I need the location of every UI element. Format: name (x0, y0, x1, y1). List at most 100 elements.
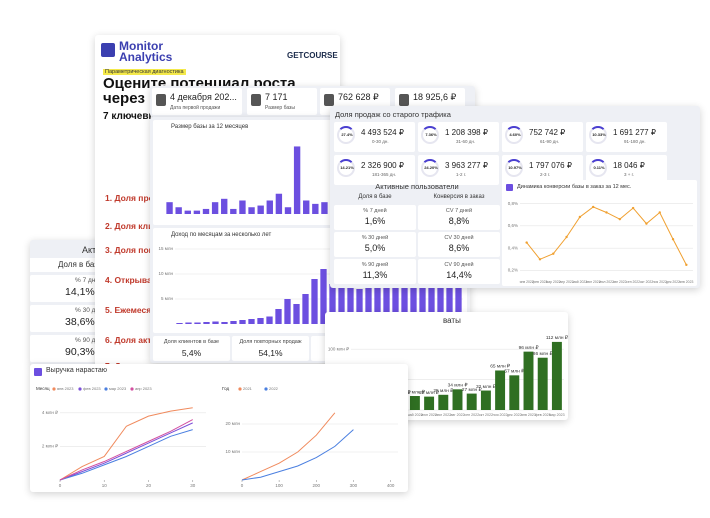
point (631, 206, 635, 210)
cell-value: 1,6% (364, 216, 386, 226)
row-value: 38,6% (65, 316, 95, 328)
table-cell: CV 7 дней 8,8% (418, 205, 500, 230)
x-tick-label: апр 2022 (560, 280, 574, 284)
summary-value: 4 декабря 202... (170, 92, 237, 102)
tile-amount: 3 963 277 ₽ (445, 161, 488, 170)
tile-amount: 1 208 398 ₽ (445, 128, 488, 137)
y-tick-label: 10 млн (226, 449, 241, 454)
x-tick-label: фев 2023 (535, 413, 551, 417)
panel-icon (34, 368, 42, 376)
y-tick-label: 15 млн (159, 246, 174, 251)
summary-icon (399, 94, 409, 106)
x-tick-label: 30 (190, 483, 196, 488)
old-traffic-panel: Доля продаж со старого трафика 27.4% 4 493… (330, 106, 700, 288)
y-tick-label: 2 млн ₽ (42, 444, 59, 449)
point (525, 241, 528, 244)
ring (337, 159, 355, 177)
chart-card: Динамика конверсии базы в заказ за 12 ме… (502, 180, 697, 286)
legend-swatch (78, 387, 82, 391)
legend-label: мар 2023 (109, 386, 127, 391)
bar (409, 396, 420, 410)
chart-box (153, 134, 333, 225)
table-title: Активные пользователи (375, 182, 459, 191)
bar (438, 394, 449, 410)
tag: Параметрическая диагностика (103, 69, 186, 75)
table-cell: % 90 дней 11,3% (334, 259, 416, 284)
cumulative-panel: Выручка нарастаю 2 млн ₽ 4 млн ₽ 0 10 20 30 Мес… (30, 364, 408, 492)
x-tick-label: окт 2022 (479, 413, 493, 417)
y-tick-label: 0,4% (508, 245, 518, 250)
chart: 10 млн 20 млн 0 100 200 300 400 Год 2021 2022 (222, 386, 398, 488)
point (618, 217, 622, 221)
summary-label: Размер базы (265, 105, 295, 111)
value-label: 23 млн ₽ (405, 389, 426, 395)
kpi-card: Доля повторных продаж 54,1% (232, 336, 309, 361)
line (526, 206, 687, 266)
bar (212, 321, 219, 324)
x-tick-label: мар 2023 (549, 413, 564, 417)
panel-title: Акт (82, 245, 97, 255)
legend-swatch (104, 387, 108, 391)
list-item: 2. Доля клиент (105, 221, 168, 231)
x-tick-label: июн 2022 (421, 413, 437, 417)
bar (392, 279, 399, 324)
legend-label: 2022 (269, 386, 279, 391)
summary-value: 762 628 ₽ (338, 92, 379, 102)
row-label: % 90 дней (75, 337, 107, 344)
tile-period: 91-180 дн. (624, 139, 646, 144)
kpi-value: 54,1% (258, 348, 283, 358)
cell-value: 14,4% (446, 270, 472, 280)
ring (421, 126, 439, 144)
cell-label: CV 7 дней (445, 208, 473, 214)
x-tick-label: 0 (59, 483, 62, 488)
x-tick-label: май 2022 (407, 413, 422, 417)
bar (374, 269, 381, 324)
partner: GETCOURSE (287, 51, 338, 60)
tile-percent: 24.20% (424, 165, 438, 170)
x-tick-label: май 2022 (573, 280, 588, 284)
y-tick-label: 4 млн ₽ (42, 410, 59, 415)
bar (239, 200, 246, 214)
row-label: % 7 дней (75, 277, 103, 284)
bar (230, 321, 237, 324)
x-tick-label: мар 2022 (546, 280, 561, 284)
chart-title: Доход по месяцам за несколько лет (171, 232, 272, 238)
legend-swatch (52, 387, 56, 391)
bar (312, 203, 319, 214)
bar (311, 279, 318, 324)
chart-box: 2 млн ₽ 4 млн ₽ 0 10 20 30 Месяц янв 2023 фев 20… (32, 384, 212, 492)
bar (202, 208, 210, 214)
table-cell: CV 90 дней 14,4% (418, 259, 500, 284)
tile-percent: 10.33% (592, 132, 606, 137)
summary-card: 7 171 Размер базы (247, 88, 317, 115)
ring (505, 126, 523, 144)
ring (505, 159, 523, 177)
chart (166, 146, 328, 214)
legend-label: фев 2023 (83, 386, 101, 391)
x-tick-label: 10 (102, 483, 108, 488)
bar (419, 254, 426, 324)
point (671, 238, 675, 241)
tile-percent: 27.4% (341, 132, 353, 137)
point (658, 211, 661, 214)
ring (337, 126, 355, 144)
list-item: 1. Доля продаж (105, 193, 170, 203)
value-label: 57 млн ₽ (504, 369, 525, 375)
cell-label: % 90 дней (361, 262, 389, 268)
row-value: 14,1% (65, 286, 95, 298)
kpi-card: Доля клиентов в базе 5,4% (153, 336, 230, 361)
bar (338, 264, 345, 324)
kpi-label: Доля повторных продаж (239, 339, 302, 345)
chart-title: Динамика конверсии базы в заказ за 12 ме… (517, 184, 632, 190)
bar (293, 304, 300, 324)
bar (239, 320, 246, 324)
ring (589, 159, 607, 177)
row-label: % 30 дней (75, 307, 107, 314)
logo-icon (101, 43, 115, 57)
x-tick-label: сен 2022 (626, 280, 640, 284)
x-tick-label: 200 (313, 483, 321, 488)
line (59, 429, 193, 481)
value-label: 32 млн ₽ (476, 384, 497, 390)
y-tick-label: 0,6% (508, 223, 518, 228)
